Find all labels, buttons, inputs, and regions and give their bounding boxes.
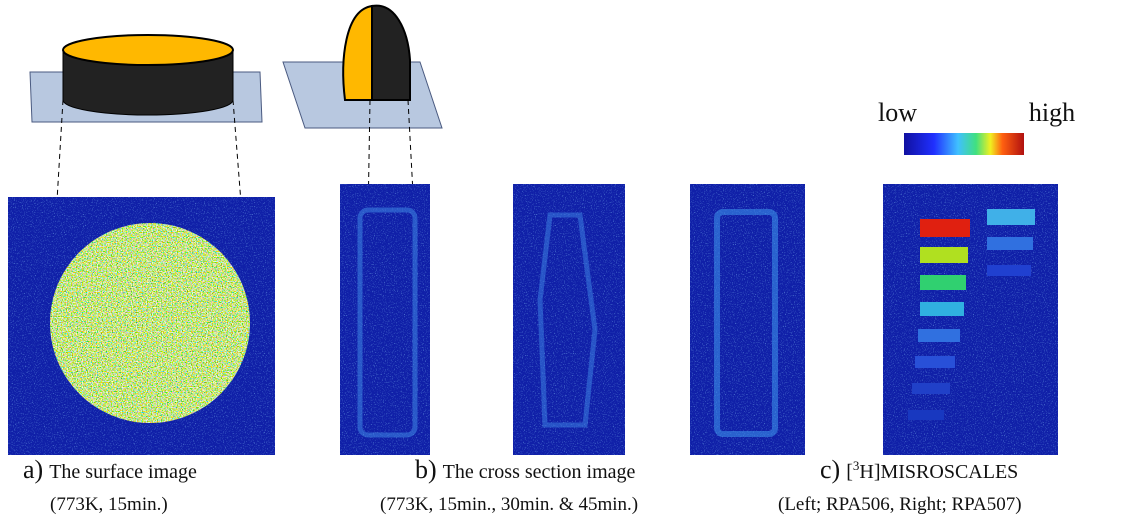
- caption-title: [: [846, 461, 853, 483]
- caption-c: c)[3H]MISROSCALES: [820, 455, 1018, 484]
- surface-image: [8, 197, 275, 455]
- caption-title: The cross section image: [443, 461, 636, 483]
- cylinder-top: [63, 35, 233, 65]
- caption-label: c): [820, 455, 840, 484]
- caption-title: H]MISROSCALES: [859, 461, 1018, 483]
- caption-title: The surface image: [49, 461, 197, 483]
- caption-label: a): [23, 455, 43, 484]
- color-bar: [904, 133, 1024, 155]
- half-cylinder: [372, 6, 410, 100]
- microscale-image: [883, 184, 1058, 455]
- caption-a: a) The surface image: [23, 455, 197, 484]
- scale-high: high: [1029, 98, 1075, 127]
- caption-detail: (773K, 15min., 30min. & 45min.): [380, 494, 638, 515]
- caption-detail: (773K, 15min.): [50, 494, 168, 515]
- section-face: [343, 6, 372, 100]
- caption-detail: (Left; RPA506, Right; RPA507): [778, 494, 1022, 515]
- cross-section-images: [340, 184, 805, 455]
- scale-low: low: [878, 98, 917, 127]
- figure: low high a) The surface image (773K, 15mi…: [0, 0, 1124, 521]
- caption-b: b) The cross section image: [415, 455, 636, 484]
- caption-label: b): [415, 455, 437, 484]
